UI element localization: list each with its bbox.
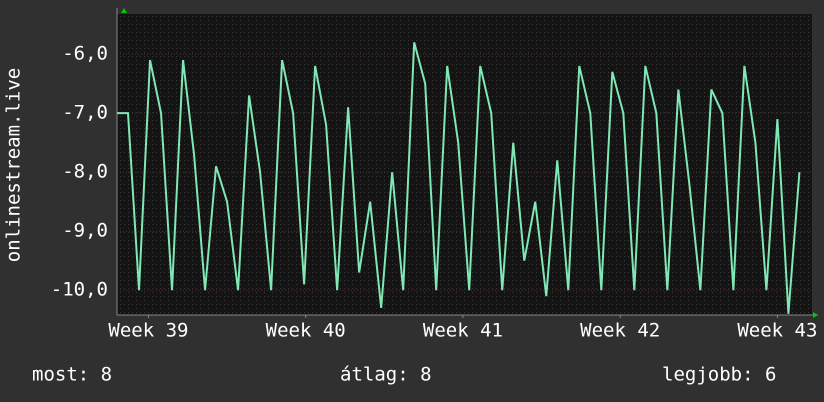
y-tick-label: -7,0 <box>62 102 108 124</box>
axis-arrow <box>813 312 818 318</box>
y-tick-label: -8,0 <box>62 161 108 183</box>
footer-average: átlag: 8 <box>340 364 432 386</box>
y-tick-label: -10,0 <box>51 279 108 301</box>
x-tick-label: Week 43 <box>737 320 817 342</box>
y-axis-label: onlinestream.live <box>3 68 25 262</box>
data-line <box>117 42 801 314</box>
footer-current: most: 8 <box>32 364 112 386</box>
x-tick-label: Week 40 <box>266 320 346 342</box>
axis-arrow <box>121 8 127 13</box>
x-tick-label: Week 41 <box>423 320 503 342</box>
x-tick-label: Week 42 <box>580 320 660 342</box>
plot-area <box>117 14 812 315</box>
y-tick-label: -9,0 <box>62 220 108 242</box>
x-tick-label: Week 39 <box>108 320 188 342</box>
y-tick-label: -6,0 <box>62 43 108 65</box>
footer-best: legjobb: 6 <box>662 364 776 386</box>
